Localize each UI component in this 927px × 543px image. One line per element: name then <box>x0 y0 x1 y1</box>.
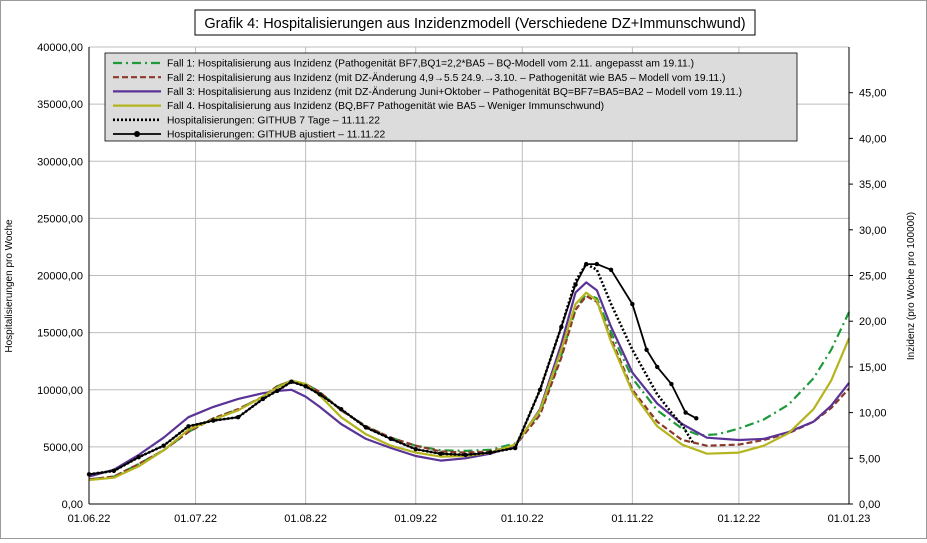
legend-label: Hospitalisierungen: GITHUB ajustiert – 1… <box>167 130 386 141</box>
series-layer <box>86 261 851 482</box>
data-point <box>683 410 688 415</box>
data-point <box>161 443 166 448</box>
data-point <box>594 261 600 267</box>
y2-tick-label: 35,00 <box>859 179 887 191</box>
y2-tick-label: 5,00 <box>859 453 880 465</box>
data-point <box>111 468 117 474</box>
data-point <box>275 388 280 394</box>
y2-tick-label: 15,00 <box>859 362 887 374</box>
x-tick-label: 01.12.22 <box>717 513 760 525</box>
x-tick-label: 01.07.22 <box>174 513 217 525</box>
data-point <box>559 324 564 330</box>
data-point <box>136 454 141 460</box>
data-point <box>573 282 578 287</box>
y2-tick-label: 20,00 <box>859 316 887 328</box>
data-point <box>630 301 635 307</box>
legend-label: Fall 4. Hospitalisierung aus Inzidenz (B… <box>167 101 604 112</box>
y-tick-label: 15000,00 <box>37 328 83 340</box>
y-tick-label: 25000,00 <box>37 213 83 225</box>
x-tick-label: 01.09.22 <box>394 513 437 525</box>
y-tick-label: 5000,00 <box>43 442 83 454</box>
legend-box <box>104 52 798 142</box>
data-point <box>694 416 699 421</box>
x-tick-label: 01.08.22 <box>284 513 327 525</box>
legend-label: Hospitalisierungen: GITHUB 7 Tage – 11.1… <box>167 115 380 126</box>
legend-label: Fall 1: Hospitalisierung aus Inzidenz (P… <box>167 59 694 70</box>
y2-tick-label: 30,00 <box>859 225 887 237</box>
legend-items: Fall 1: Hospitalisierung aus Inzidenz (P… <box>113 59 742 141</box>
data-point <box>608 267 614 272</box>
data-point <box>303 384 308 389</box>
y2-tick-label: 25,00 <box>859 271 887 283</box>
data-point <box>235 414 241 420</box>
y-tick-label: 35000,00 <box>37 99 83 111</box>
y-axis-title: Hospitalisierungen pro Woche <box>4 219 15 353</box>
legend: Fall 1: Hospitalisierung aus Inzidenz (P… <box>104 52 798 142</box>
x-tick-label: 01.06.22 <box>68 513 111 525</box>
data-point <box>338 406 344 412</box>
data-point <box>438 451 443 456</box>
axis-layer: 0,00 5000,00 10000,00 15000,00 20000,00 25000… <box>37 42 886 525</box>
title-box <box>194 9 756 36</box>
y-tick-label: 20000,00 <box>37 271 83 283</box>
data-point <box>655 364 660 370</box>
series-line-6 <box>88 263 697 476</box>
y2-tick-label: 45,00 <box>859 88 887 100</box>
x-tick-label: 01.01.23 <box>828 513 871 525</box>
data-point <box>363 425 369 430</box>
legend-marker <box>134 131 140 137</box>
legend-label: Fall 3: Hospitalisierung aus Inzidenz (m… <box>167 86 742 98</box>
y2-tick-label: 40,00 <box>859 133 887 145</box>
legend-label: Fall 2: Hospitalisierung aus Inzidenz (m… <box>167 72 725 84</box>
y-tick-label: 10000,00 <box>37 385 83 397</box>
data-point <box>388 436 394 442</box>
data-point <box>413 446 418 452</box>
data-point <box>317 392 323 397</box>
y-tick-label: 0,00 <box>62 499 83 511</box>
data-point <box>583 261 589 267</box>
y2-tick-label: 0,00 <box>859 499 880 511</box>
y-tick-label: 30000,00 <box>37 156 83 168</box>
data-point <box>537 387 543 392</box>
data-point <box>488 450 493 455</box>
data-point <box>669 381 674 387</box>
data-point <box>186 424 191 429</box>
data-point <box>512 445 518 451</box>
series-line-3 <box>88 281 850 478</box>
data-point <box>289 379 294 384</box>
x-tick-label: 01.10.22 <box>501 513 544 525</box>
chart-title: Grafik 4: Hospitalisierungen aus Inziden… <box>204 16 745 32</box>
y-tick-label: 40000,00 <box>37 42 83 54</box>
data-point <box>260 396 266 402</box>
data-point <box>211 418 216 423</box>
series-line-1 <box>88 292 850 481</box>
y2-tick-label: 10,00 <box>859 408 887 420</box>
data-point <box>644 347 649 352</box>
data-point <box>463 452 468 458</box>
y2-axis-title: Inzidenz (pro Woche pro 100000) <box>906 212 917 360</box>
x-tick-label: 01.11.22 <box>611 513 653 525</box>
